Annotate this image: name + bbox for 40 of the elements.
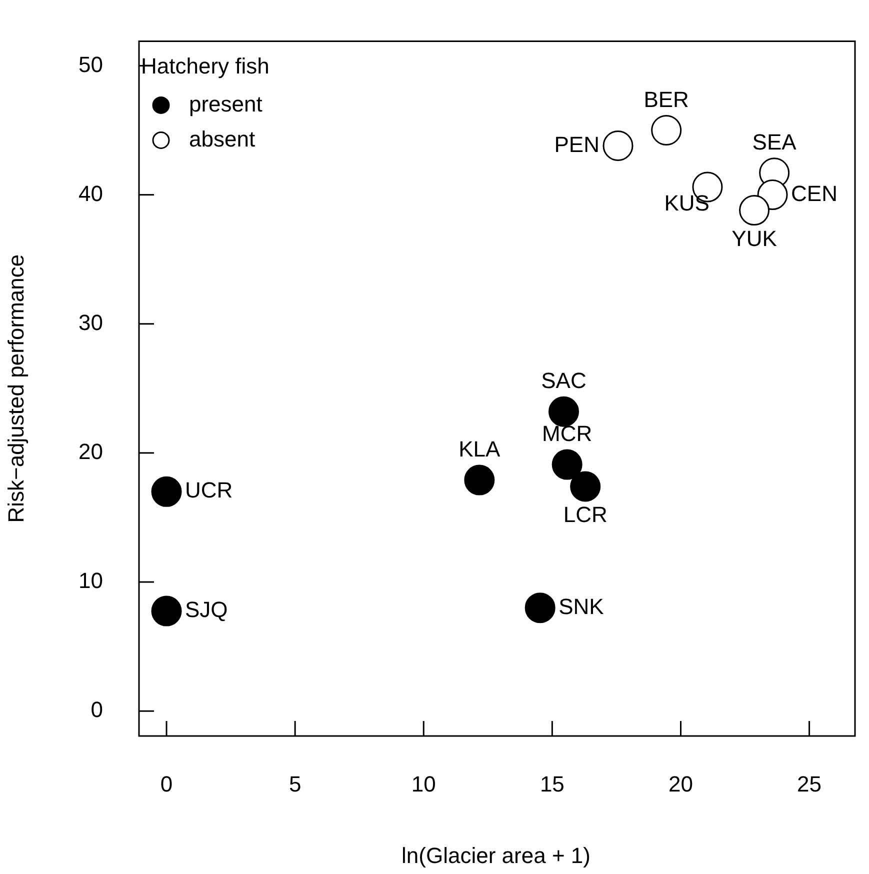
legend-title: Hatchery fish bbox=[141, 53, 270, 78]
annotation: LCR bbox=[563, 502, 608, 528]
annotation: PEN bbox=[554, 132, 600, 157]
x-tick-label: 10 bbox=[411, 771, 436, 796]
y-tick-label: 30 bbox=[78, 310, 103, 335]
legend-label: present bbox=[189, 91, 262, 116]
point bbox=[570, 471, 601, 502]
annotation: SJQ bbox=[185, 597, 228, 622]
x-tick-label: 20 bbox=[668, 771, 693, 796]
point bbox=[548, 396, 579, 427]
annotation: BER bbox=[644, 86, 689, 112]
point bbox=[739, 195, 770, 226]
legend-label: absent bbox=[189, 126, 256, 152]
point bbox=[151, 476, 182, 507]
y-tick-label: 40 bbox=[78, 180, 103, 206]
annotation: SAC bbox=[541, 368, 586, 394]
x-tick-label: 0 bbox=[160, 771, 173, 796]
x-tick-label: 25 bbox=[797, 771, 822, 796]
point bbox=[524, 592, 556, 624]
annotation: UCR bbox=[185, 478, 233, 503]
annotation: KLA bbox=[458, 436, 501, 462]
y-tick-label: 0 bbox=[90, 697, 103, 722]
point bbox=[464, 464, 495, 496]
point bbox=[651, 115, 682, 146]
x-tick-label: 15 bbox=[540, 771, 564, 796]
annotation: YUK bbox=[732, 226, 778, 251]
annotation: KUS bbox=[664, 190, 710, 216]
y-axis-title: Risk−adjusted performance bbox=[3, 254, 28, 523]
point bbox=[151, 596, 182, 626]
annotation: SNK bbox=[558, 594, 604, 619]
annotation: CEN bbox=[791, 180, 838, 206]
y-tick-label: 20 bbox=[78, 439, 103, 464]
x-axis-title: ln(Glacier area + 1) bbox=[402, 842, 590, 868]
y-tick-label: 10 bbox=[78, 568, 103, 594]
point bbox=[602, 130, 634, 161]
point bbox=[552, 449, 582, 480]
y-tick-label: 50 bbox=[78, 52, 103, 77]
annotation: MCR bbox=[542, 421, 592, 446]
annotation: SEA bbox=[752, 129, 797, 154]
x-tick-label: 5 bbox=[288, 771, 302, 796]
